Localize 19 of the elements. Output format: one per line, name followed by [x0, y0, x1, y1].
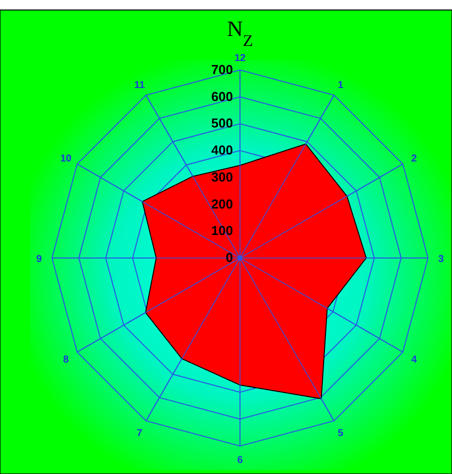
spoke-label: 6 [237, 455, 244, 466]
y-tick-label: 700 [211, 62, 233, 77]
spoke-label: 5 [338, 428, 344, 440]
spoke-label: 9 [36, 254, 42, 265]
y-tick-label: 300 [211, 169, 233, 184]
spoke-label: 12 [234, 53, 246, 64]
y-tick-label: 600 [211, 88, 233, 104]
chart-title: N$_{Z}$ [227, 16, 253, 50]
y-tick-label: 200 [211, 196, 233, 212]
y-tick-label: 400 [211, 142, 233, 158]
spoke-label: 8 [63, 354, 70, 366]
spoke-label: 1 [338, 80, 344, 91]
spoke-label: 10 [60, 154, 72, 164]
spoke-label: 4 [411, 354, 418, 366]
y-tick-label: 500 [211, 116, 233, 131]
spoke-label: 2 [411, 154, 418, 164]
spoke-label: 3 [438, 254, 444, 265]
spoke-label: 7 [136, 428, 143, 440]
spoke-label: 11 [134, 80, 146, 91]
